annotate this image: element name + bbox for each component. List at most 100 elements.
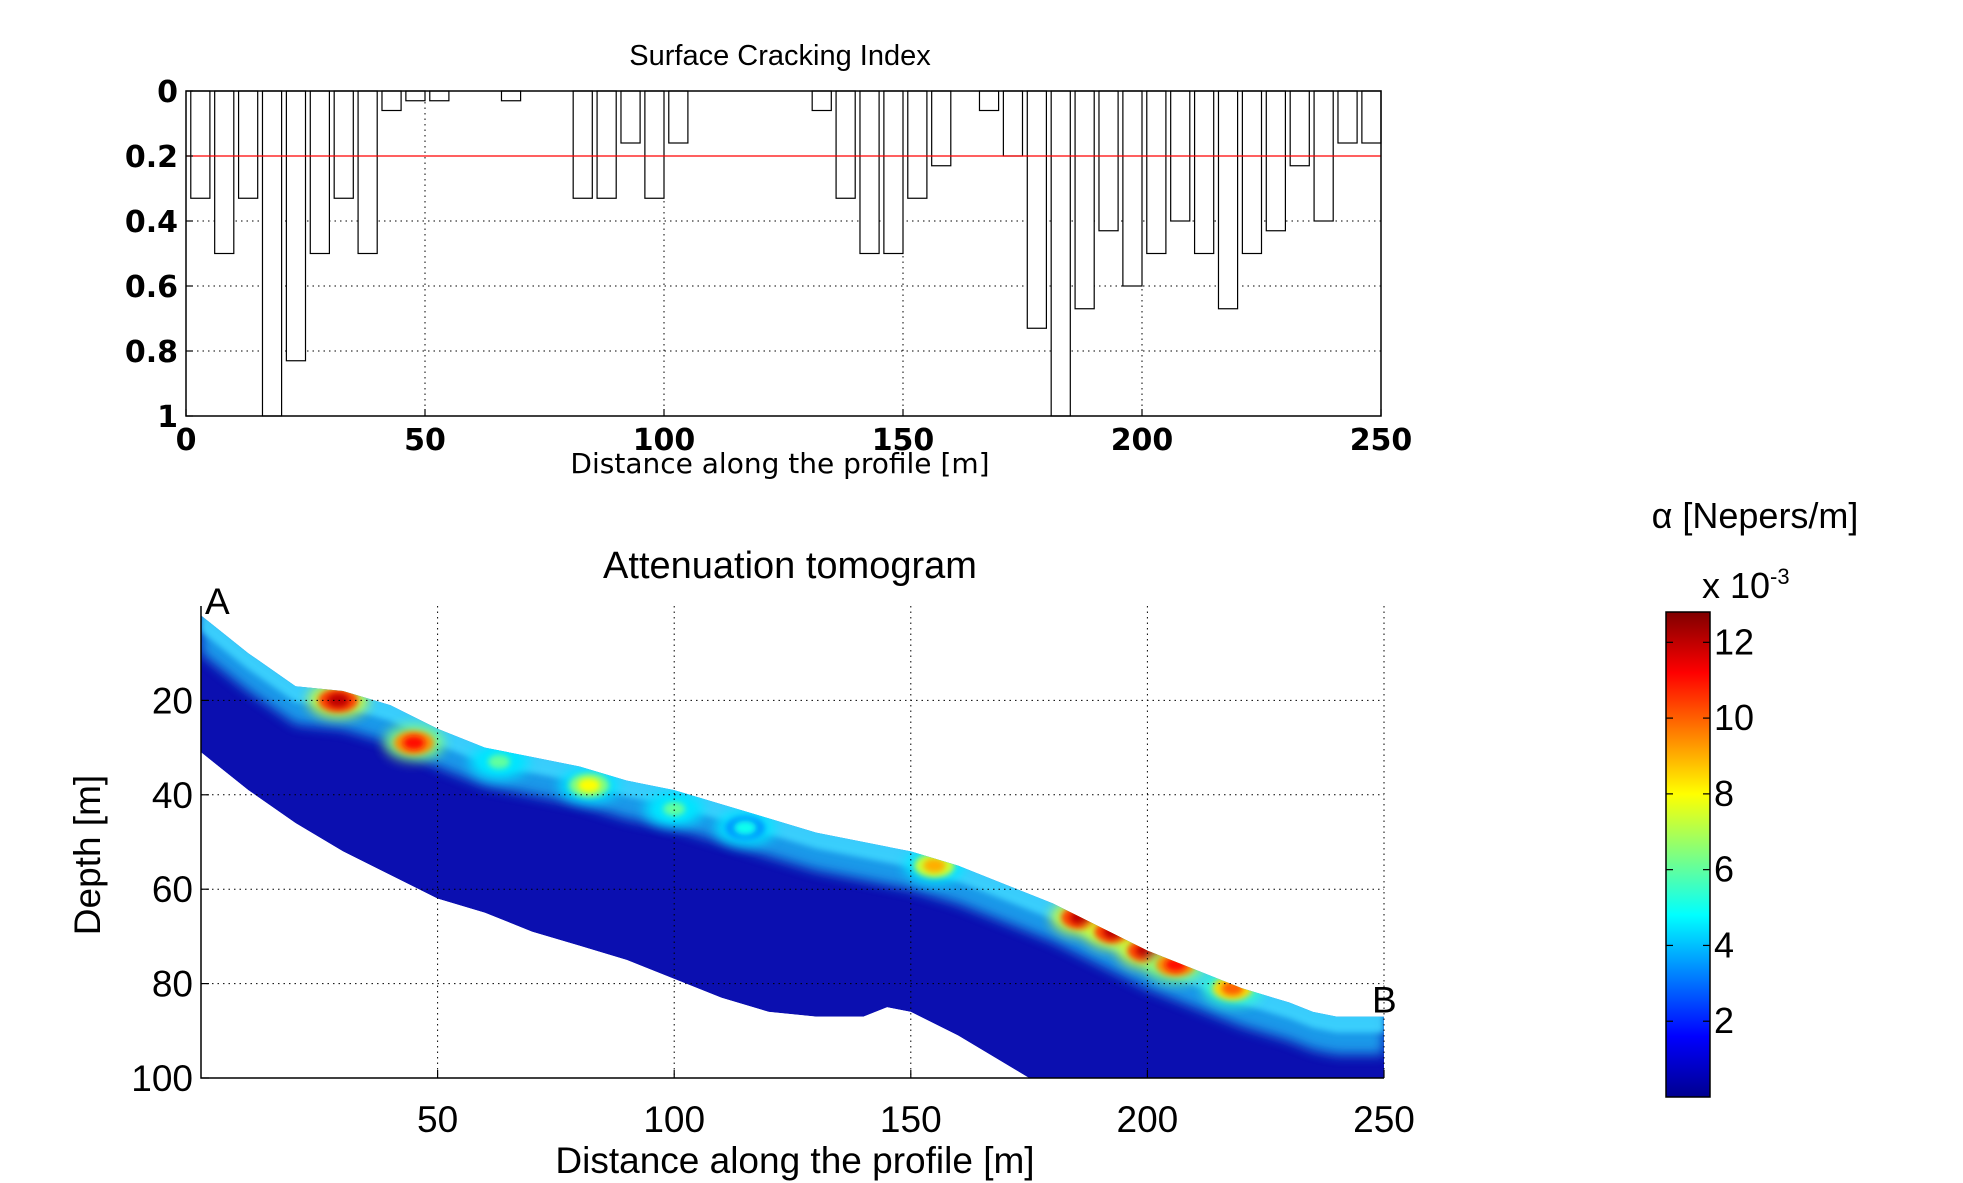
cracking-bar — [500, 90, 522, 102]
cracking-index-chart: Surface Cracking Index 0 50 100 150 200 25000… — [125, 40, 1412, 480]
cracking-bar — [1241, 90, 1263, 255]
colorbar: α [Nepers/m] x 10-3 2 4 6 8 10 12 — [1652, 495, 1859, 1098]
profile-endpoint-labels: AB — [205, 581, 1397, 1021]
y-tick-label: 20 — [152, 680, 193, 721]
cracking-bar — [261, 90, 283, 417]
colorbar-tick-label: 8 — [1714, 773, 1734, 814]
y-tick-label: 0.2 — [125, 140, 178, 175]
colorbar-label: α [Nepers/m] — [1652, 495, 1859, 536]
cracking-bar — [1265, 90, 1287, 232]
cracking-axes-box — [185, 90, 1382, 417]
cracking-bar — [1217, 90, 1239, 310]
cracking-bar — [285, 90, 307, 362]
cracking-bar — [811, 90, 832, 112]
anomaly-core — [1164, 957, 1187, 972]
cracking-bar — [1122, 90, 1143, 287]
cracking-bar — [644, 90, 665, 199]
x-tick-label: 250 — [1353, 1099, 1415, 1140]
cracking-bar — [572, 90, 593, 199]
cracking-bar — [907, 90, 928, 199]
colorbar-multiplier: x 10-3 — [1702, 564, 1790, 606]
cracking-bar — [1361, 90, 1382, 144]
cracking-x-axis-label: Distance along the profile [m] — [570, 447, 989, 480]
tomogram-ticks: 50 100 150 200 250 20 40 60 80 100 — [131, 680, 1415, 1140]
y-tick-label: 60 — [152, 869, 193, 910]
colorbar-tick-label: 10 — [1714, 697, 1754, 738]
cracking-bar — [190, 90, 211, 199]
cracking-bar — [620, 90, 641, 144]
y-tick-label: 0.6 — [125, 270, 178, 305]
cracking-bar — [596, 90, 617, 199]
x-tick-label: 100 — [643, 1099, 705, 1140]
anomaly-core — [402, 735, 425, 750]
cracking-bar — [429, 90, 450, 102]
y-tick-label: 0.4 — [125, 205, 178, 240]
x-tick-label: 150 — [880, 1099, 942, 1140]
anomaly-core — [663, 801, 686, 816]
colorbar-ticks: 2 4 6 8 10 12 — [1666, 621, 1754, 1041]
x-tick-label: 50 — [404, 423, 446, 458]
tomogram-x-axis-label: Distance along the profile [m] — [555, 1140, 1034, 1181]
profile-start-label: A — [205, 581, 230, 622]
x-tick-label: 200 — [1111, 423, 1174, 458]
y-tick-label: 100 — [131, 1058, 193, 1099]
anomaly-halo — [1084, 913, 1145, 950]
cracking-bar — [1337, 90, 1358, 144]
x-tick-label: 150 — [872, 423, 935, 458]
cracking-bar — [835, 90, 856, 199]
tomogram-title: Attenuation tomogram — [603, 545, 977, 587]
cracking-bars — [190, 90, 1382, 417]
y-tick-label: 0 — [157, 75, 178, 110]
y-tick-label: 40 — [152, 775, 193, 816]
tomogram-image — [201, 615, 1384, 1078]
y-tick-label: 80 — [152, 964, 193, 1005]
cracking-bar — [309, 90, 330, 255]
cracking-bar — [859, 90, 880, 255]
cracking-bar — [1050, 90, 1071, 417]
cracking-bar — [668, 90, 689, 144]
x-tick-label: 50 — [417, 1099, 458, 1140]
anomaly-core — [1103, 924, 1126, 939]
cracking-chart-title: Surface Cracking Index — [629, 40, 931, 72]
tomogram-body — [201, 615, 1384, 1078]
profile-end-label: B — [1372, 980, 1397, 1021]
cracking-bar — [1289, 90, 1310, 167]
cracking-bar — [357, 90, 378, 255]
cracking-ticks: 0 50 100 150 200 250 0 0.2 0.4 0.6 0.8 1 — [125, 75, 1412, 458]
tomogram-grid — [201, 606, 1385, 1078]
cracking-bar — [1026, 90, 1048, 329]
cracking-bar — [237, 90, 259, 199]
x-tick-label: 100 — [633, 423, 696, 458]
cracking-bar — [381, 90, 402, 112]
anomaly-mid — [1094, 919, 1135, 944]
anomaly-core — [488, 754, 511, 769]
colorbar-tick-label: 6 — [1714, 849, 1734, 890]
colorbar-gradient — [1665, 611, 1711, 1098]
y-tick-label: 1 — [157, 400, 178, 435]
anomaly-core — [327, 693, 350, 708]
cracking-bar — [1098, 90, 1119, 232]
colorbar-tick-label: 2 — [1714, 1000, 1734, 1041]
cracking-bar — [883, 90, 904, 255]
cracking-bar — [1146, 90, 1167, 255]
cracking-bar — [405, 90, 426, 102]
cracking-bar — [931, 90, 952, 167]
colorbar-tick-label: 12 — [1714, 621, 1754, 662]
y-tick-label: 0.8 — [125, 335, 178, 370]
x-tick-label: 0 — [176, 423, 197, 458]
cracking-bar — [333, 90, 354, 199]
cracking-bar — [1002, 90, 1024, 157]
anomaly-core — [923, 858, 946, 873]
cracking-bar — [1193, 90, 1215, 255]
tomogram-y-axis-label: Depth [m] — [67, 775, 108, 935]
colorbar-tick-label: 4 — [1714, 924, 1734, 965]
anomaly-core — [734, 820, 757, 835]
attenuation-tomogram-chart: Attenuation tomogram 50 100 150 200 250 20 40 6… — [67, 545, 1415, 1181]
x-tick-label: 200 — [1117, 1099, 1179, 1140]
x-tick-label: 250 — [1350, 423, 1413, 458]
cracking-bar — [1074, 90, 1095, 310]
cracking-bar — [978, 90, 1000, 112]
cracking-bar — [214, 90, 235, 255]
anomaly-core — [578, 778, 601, 793]
